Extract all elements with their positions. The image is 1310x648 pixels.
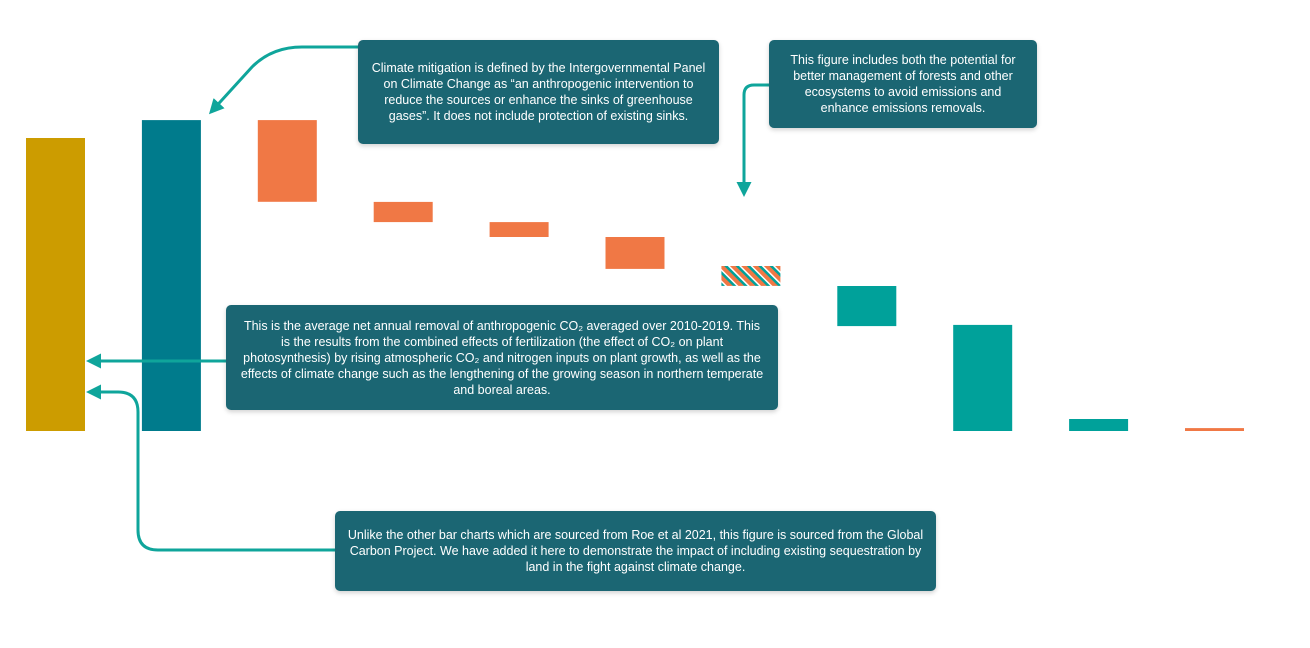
forests-note-text: This figure includes both the potential … [790,53,1016,115]
bar-step-5 [721,266,781,286]
arrow-source-to-land-sink [86,384,335,552]
bar-step-3 [489,222,549,237]
co2-removal-callout: This is the average net annual removal o… [226,305,778,410]
bar-total-mitigation [141,120,201,431]
bar-step-7 [953,324,1013,431]
mitigation-definition-text: Climate mitigation is defined by the Int… [371,61,706,123]
bar-step-4 [605,237,665,269]
bar-step-2 [373,201,433,223]
bar-land-sink [26,138,85,431]
bar-step-1 [257,120,317,202]
arrow-forests-to-hatched-bar [736,83,769,197]
bar-step-9 [1185,428,1244,431]
forests-note-callout: This figure includes both the potential … [769,40,1037,128]
bar-step-6 [837,286,897,327]
data-source-text: Unlike the other bar charts which are so… [347,528,924,574]
bar-step-8 [1069,419,1129,431]
co2-removal-text: This is the average net annual removal o… [240,318,764,397]
mitigation-definition-callout: Climate mitigation is defined by the Int… [358,40,719,144]
arrow-mitigation-to-total-bar [208,45,358,115]
data-source-callout: Unlike the other bar charts which are so… [335,511,936,591]
